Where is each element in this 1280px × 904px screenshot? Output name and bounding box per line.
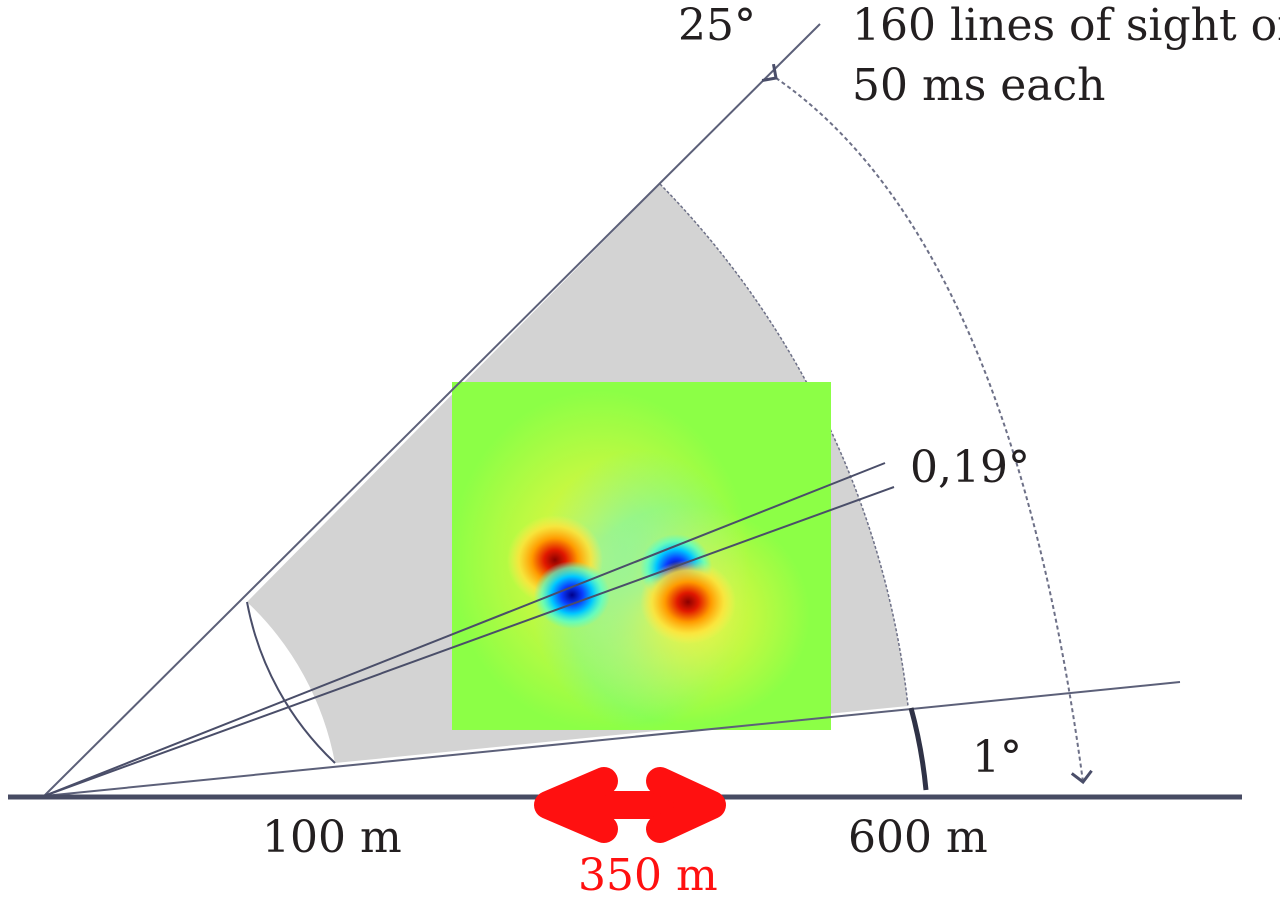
beam-line-lower xyxy=(43,486,895,797)
elevation-arc-marker xyxy=(908,707,929,791)
lines-of-sight-label-1: 160 lines of sight of xyxy=(852,0,1280,51)
top-angle-label: 25° xyxy=(678,0,756,51)
distance-label: 350 m xyxy=(578,850,718,901)
sweep-arrow xyxy=(761,63,1093,785)
distance-arrow xyxy=(534,767,726,843)
far-range-label: 600 m xyxy=(848,812,988,863)
lines-of-sight-label-2: 50 ms each xyxy=(852,60,1106,111)
beam-line-upper xyxy=(43,462,886,797)
elevation-angle-label: 1° xyxy=(972,732,1022,783)
wind-field-map xyxy=(452,382,831,730)
near-range-arc xyxy=(246,601,336,764)
beam-angle-label: 0,19° xyxy=(910,442,1030,493)
upper-scan-line xyxy=(43,23,821,797)
near-range-label: 100 m xyxy=(262,812,402,863)
